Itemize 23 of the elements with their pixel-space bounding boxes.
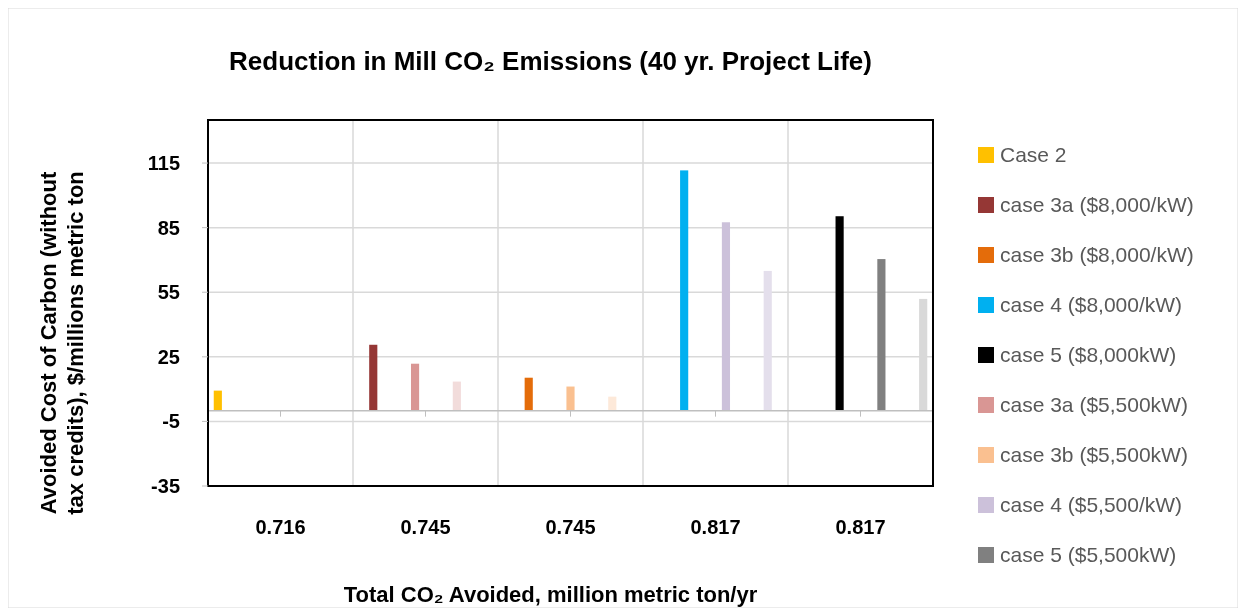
y-tick-label: -5 <box>162 410 180 433</box>
x-tick-label: 0.745 <box>545 516 596 538</box>
legend-label: case 3b ($8,000/kW) <box>1000 243 1194 267</box>
legend-label: case 5 ($8,000kW) <box>1000 343 1177 367</box>
legend-label: case 3a ($5,500kW) <box>1000 393 1188 417</box>
x-tick-label: 0.745 <box>400 516 451 538</box>
y-tick-label: 25 <box>157 345 180 368</box>
y-tick-label: 85 <box>157 216 180 239</box>
y-tick-label: -35 <box>151 475 180 497</box>
legend-label: case 5 ($5,500kW) <box>1000 543 1177 567</box>
legend-label: case 3b ($5,500kW) <box>1000 443 1188 467</box>
legend-label: case 4 ($8,000/kW) <box>1000 293 1183 317</box>
x-tick-label: 0.817 <box>835 516 886 538</box>
legend-label: case 4 ($5,500/kW) <box>1000 493 1183 517</box>
y-tick-label: 115 <box>147 152 180 175</box>
y-axis-title: Avoided Cost of Carbon (without tax credits), $/millions metric ton <box>36 171 88 515</box>
legend-label: Case 2 <box>1000 143 1067 167</box>
x-axis-title: Total CO₂ Avoided, million metric ton/yr <box>343 582 758 607</box>
chart-title: Reduction in Mill CO₂ Emissions (40 yr. Project Life) <box>229 46 872 76</box>
legend-label: case 3a ($8,000/kW) <box>1000 193 1194 217</box>
y-tick-label: 55 <box>157 281 180 304</box>
x-tick-label: 0.716 <box>255 516 306 538</box>
x-tick-label: 0.817 <box>690 516 741 538</box>
